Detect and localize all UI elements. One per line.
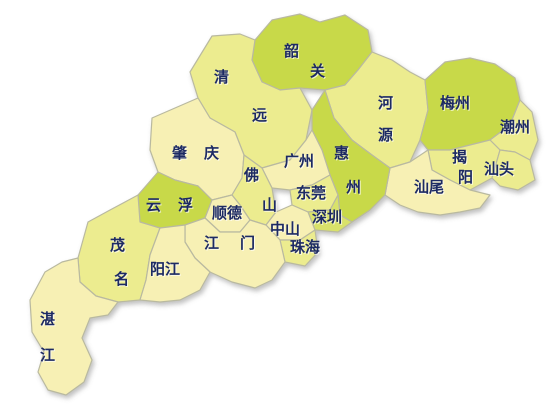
label-qingyuan-2: 远 (252, 106, 268, 124)
label-yunfu-1: 云 (146, 196, 162, 214)
region-shantou[interactable] (491, 149, 536, 191)
label-zhuhai: 珠海 (290, 238, 321, 256)
label-zhaoqing-2: 庆 (204, 144, 220, 162)
label-shunde: 顺德 (212, 204, 243, 222)
label-jieyang-1: 揭 (452, 148, 468, 166)
label-jieyang-2: 阳 (458, 168, 474, 186)
label-shantou: 汕头 (484, 160, 515, 178)
label-dongguan: 东莞 (296, 184, 327, 202)
label-chaozhou: 潮州 (500, 118, 531, 136)
label-heyuan-2: 源 (378, 126, 394, 144)
label-huizhou-1: 惠 (334, 144, 350, 162)
region-guangzhou[interactable] (261, 129, 331, 191)
label-jiangmen-1: 江 (204, 234, 220, 252)
label-heyuan-1: 河 (378, 94, 394, 112)
label-maoming-2: 名 (114, 270, 130, 288)
label-zhanjiang-1: 湛 (40, 310, 56, 328)
label-shanwei: 汕尾 (414, 178, 445, 196)
region-shanwei[interactable] (384, 149, 491, 216)
label-shaoguan-2: 关 (310, 62, 326, 80)
label-maoming-1: 茂 (110, 236, 126, 254)
label-qingyuan-1: 清 (214, 68, 230, 86)
region-shenzhen[interactable] (307, 194, 353, 233)
label-foshan-1: 佛 (244, 166, 260, 184)
label-meizhou: 梅州 (440, 94, 471, 112)
label-guangzhou: 广州 (284, 152, 315, 170)
label-yangjiang: 阳江 (150, 260, 181, 278)
label-huizhou-2: 州 (346, 178, 362, 196)
region-yangjiang[interactable] (139, 224, 211, 303)
label-zhongshan: 中山 (270, 220, 301, 238)
label-shenzhen: 深圳 (312, 208, 343, 226)
label-foshan-2: 山 (262, 196, 278, 214)
label-zhaoqing-1: 肇 (172, 144, 188, 162)
label-shaoguan-1: 韶 (284, 42, 300, 60)
label-zhanjiang-2: 江 (40, 346, 56, 364)
region-zhanjiang[interactable] (29, 257, 119, 396)
label-yunfu-2: 浮 (178, 196, 194, 214)
label-jiangmen-2: 门 (240, 234, 256, 252)
